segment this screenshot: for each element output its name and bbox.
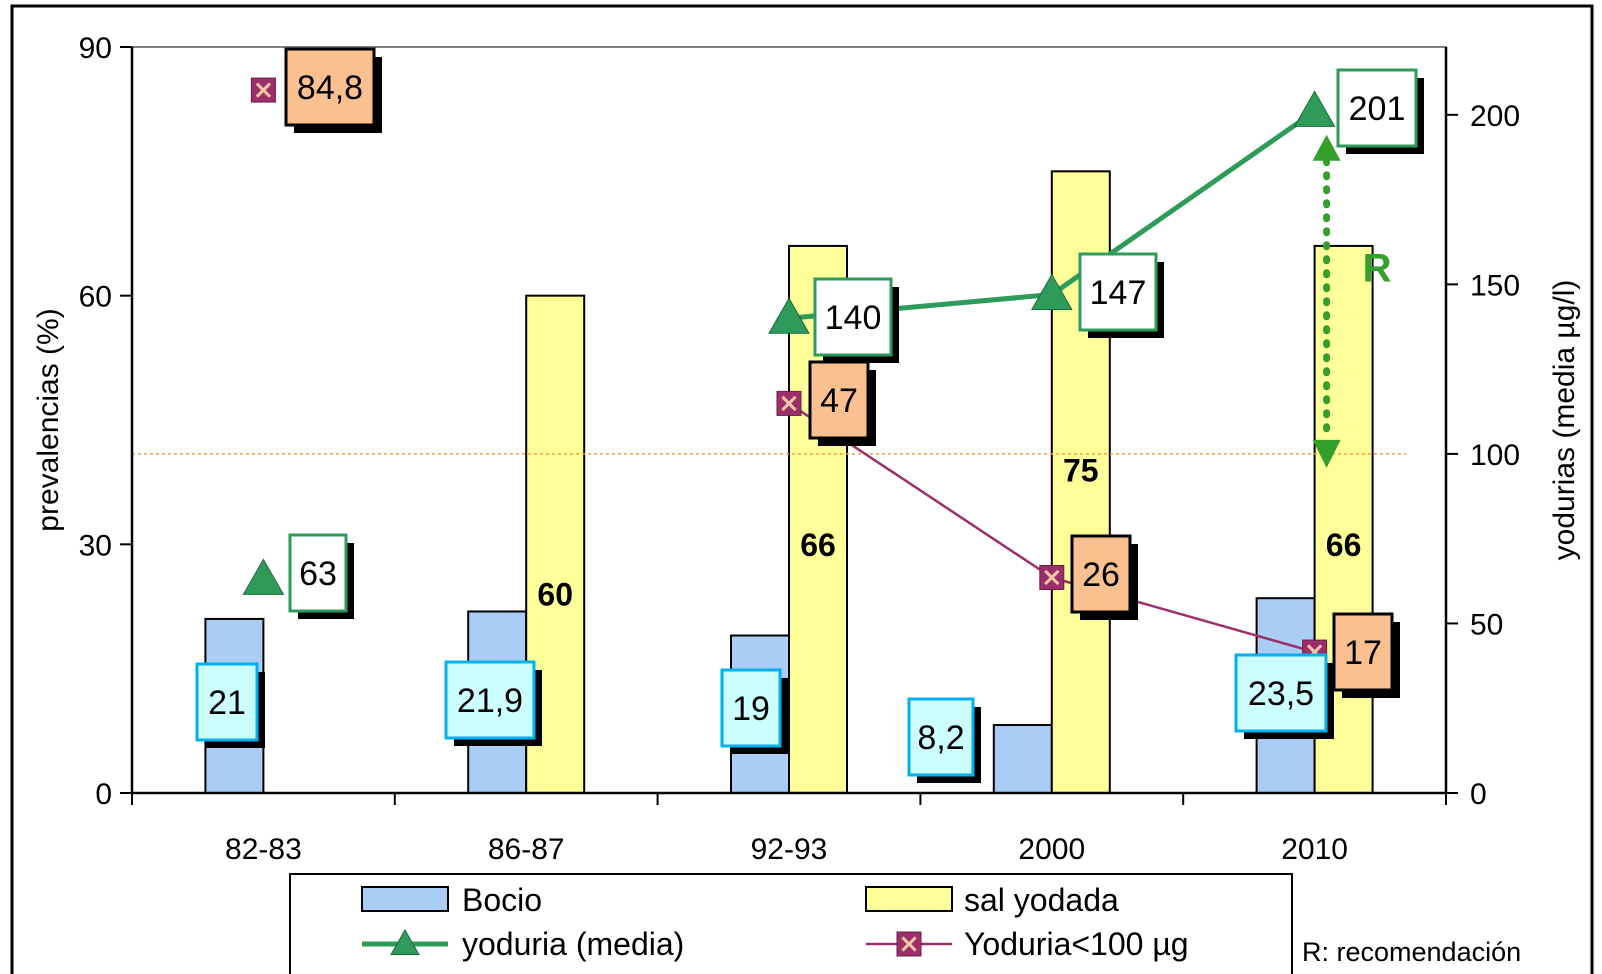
outer-frame (10, 4, 1594, 974)
right-tick-label: 150 (1470, 269, 1520, 302)
data-label-bocio-group: 21 (195, 662, 265, 748)
left-tick-label: 30 (79, 529, 112, 562)
marker-yoduria-media (1030, 273, 1073, 311)
data-label-yoduria-media-box (1078, 252, 1158, 332)
marker-yoduria-low-stroke-b (1044, 569, 1060, 586)
data-label-bocio-group: 8,2 (907, 697, 981, 783)
data-label-yoduria-low: 47 (820, 382, 858, 420)
data-label-yoduria-low-group: 47 (808, 360, 876, 446)
data-label-bocio-box (720, 668, 782, 748)
marker-yoduria-low-stroke-b (781, 395, 797, 412)
legend-marker-yoduria-low-stroke-b (901, 936, 917, 952)
data-label-bocio-box (1234, 653, 1328, 733)
left-tick-label: 90 (79, 32, 112, 65)
right-tick-label: 50 (1470, 608, 1503, 641)
legend-label-bocio: Bocio (462, 882, 542, 918)
recommendation-label: R (1363, 246, 1392, 290)
right-tick-label: 0 (1470, 778, 1487, 811)
data-label-yoduria-media-box (813, 277, 893, 357)
data-label-bocio-group: 19 (720, 668, 788, 754)
data-label-bocio: 21,9 (457, 682, 523, 720)
data-label-sal-yodada: 75 (1063, 452, 1099, 488)
data-label-yoduria-media: 63 (299, 555, 337, 593)
data-label-bocio-box (444, 660, 536, 740)
data-label-bocio: 23,5 (1248, 675, 1314, 713)
line-layer: R (242, 77, 1392, 665)
data-label-yoduria-low: 17 (1344, 634, 1382, 672)
marker-yoduria-low (250, 77, 276, 103)
marker-yoduria-media (1293, 90, 1336, 127)
data-label-sal-yodada: 66 (800, 527, 836, 563)
data-label-yoduria-media: 201 (1349, 90, 1406, 128)
recommendation-arrow-head-up (1312, 134, 1341, 161)
marker-yoduria-low-square (250, 77, 276, 103)
data-label-bocio-box (195, 662, 259, 742)
data-label-yoduria-media-group: 63 (288, 533, 354, 619)
data-label-bocio-group: 21,9 (444, 660, 542, 746)
data-label-bocio: 21 (208, 684, 246, 722)
legend-swatch-sal-yodada (865, 886, 953, 912)
data-label-yoduria-media-box (288, 533, 348, 613)
bar-bocio (992, 724, 1053, 795)
x-tick-label: 2000 (1018, 833, 1085, 866)
y-axis-label-right: yodurias (media µg/l) (1548, 280, 1581, 561)
data-label-yoduria-low-box (284, 47, 376, 127)
legend-marker-yoduria-low (896, 931, 922, 957)
y-axis-label-left: prevalencias (%) (32, 308, 65, 531)
data-label-yoduria-media-box (1336, 68, 1418, 148)
right-tick-label: 100 (1470, 439, 1520, 472)
marker-yoduria-low (776, 390, 802, 416)
data-label-yoduria-media: 147 (1090, 274, 1147, 312)
legend-label-yoduria-low: Yoduria<100 µg (964, 926, 1189, 962)
legend-box (289, 873, 1293, 974)
data-label-yoduria-low: 84,8 (297, 69, 363, 107)
legend-marker-yoduria-media (390, 928, 420, 955)
legend: Bocio sal yodada yoduria (media) Yoduria<10… (289, 873, 1293, 974)
axes-layer: 0 30 60 90 0 50 100 150 200 82-83 86-87 92-93 2000 20… (32, 32, 1581, 866)
data-label-yoduria-low-box (808, 360, 870, 440)
data-label-yoduria-media-group: 201 (1336, 68, 1424, 154)
data-label-yoduria-low-group: 26 (1070, 534, 1138, 620)
left-tick-label: 60 (79, 281, 112, 314)
marker-yoduria-low-stroke-b (255, 82, 272, 98)
left-tick-label: 0 (95, 778, 112, 811)
x-tick-label: 86-87 (488, 833, 565, 866)
x-tick-label: 92-93 (751, 833, 828, 866)
footnote: R: recomendación (1302, 937, 1521, 967)
data-label-yoduria-low-box (1070, 534, 1132, 614)
marker-yoduria-media (242, 558, 285, 595)
data-label-bocio-box (907, 697, 975, 777)
data-label-yoduria-media-group: 147 (1078, 252, 1164, 338)
marker-yoduria-media (768, 297, 810, 334)
data-label-yoduria-low-group: 84,8 (284, 47, 382, 133)
x-tick-label: 82-83 (225, 833, 302, 866)
recommendation-arrow-head-down (1312, 439, 1341, 468)
data-label-sal-yodada: 66 (1326, 527, 1362, 563)
data-label-yoduria-media-group: 140 (813, 277, 899, 363)
legend-label-sal-yodada: sal yodada (964, 882, 1119, 918)
legend-swatch-bocio (361, 886, 449, 912)
data-label-yoduria-low-box (1332, 612, 1394, 692)
marker-yoduria-low (1039, 564, 1065, 590)
data-label-bocio: 8,2 (917, 719, 964, 757)
data-label-yoduria-low: 26 (1082, 556, 1120, 594)
data-label-sal-yodada: 60 (537, 577, 573, 613)
legend-label-yoduria-media: yoduria (media) (462, 926, 684, 962)
data-label-bocio-group: 23,5 (1234, 653, 1334, 739)
data-label-yoduria-media: 140 (825, 299, 882, 337)
data-label-layer: 60 66 75 66 21 21,9 19 8,2 23,5 63 140 147 201 84,8 47… (195, 47, 1424, 783)
data-label-yoduria-low-group: 17 (1332, 612, 1400, 698)
right-tick-label: 200 (1470, 100, 1520, 133)
x-tick-label: 2010 (1281, 833, 1348, 866)
data-label-bocio: 19 (732, 690, 770, 728)
